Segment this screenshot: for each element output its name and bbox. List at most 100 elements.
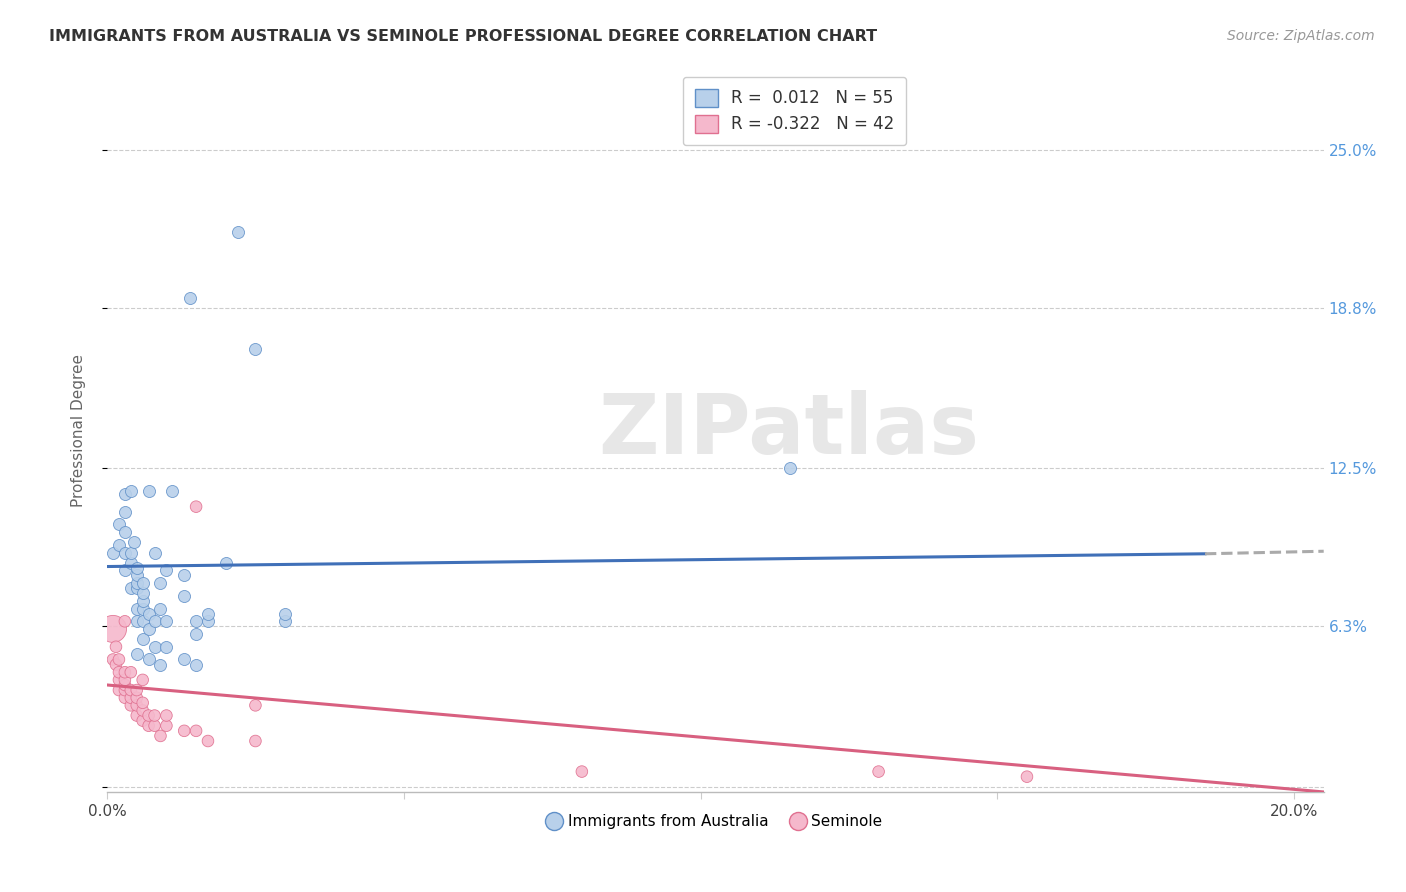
Point [125,561,148,575]
Point [125,581,148,595]
Point [274,615,297,629]
Point [101,622,124,636]
Point [125,683,148,698]
Point [184,657,207,672]
Point [779,461,801,475]
Point [173,723,195,738]
Point [131,615,153,629]
Point [143,640,166,654]
Point [184,723,207,738]
Point [125,576,148,591]
Point [108,665,131,680]
Point [120,665,142,680]
Point [571,764,593,779]
Point [120,683,142,698]
Text: Source: ZipAtlas.com: Source: ZipAtlas.com [1227,29,1375,43]
Point [131,576,153,591]
Point [138,607,160,621]
Point [155,719,177,733]
Point [173,568,195,582]
Point [155,615,177,629]
Point [173,652,195,666]
Point [120,556,142,570]
Point [131,601,153,615]
Point [120,484,142,499]
Point [155,640,177,654]
Point [197,734,219,748]
Point [143,615,166,629]
Point [114,673,136,687]
Point [114,690,136,705]
Text: ZIPatlas: ZIPatlas [598,390,979,471]
Point [108,673,131,687]
Point [120,581,142,595]
Point [143,545,166,559]
Point [138,652,160,666]
Point [114,615,136,629]
Point [149,576,172,591]
Point [125,601,148,615]
Point [114,525,136,540]
Point [114,487,136,501]
Point [114,505,136,519]
Point [173,589,195,603]
Point [184,500,207,514]
Point [143,719,166,733]
Point [101,545,124,559]
Point [245,342,267,356]
Point [215,556,238,570]
Point [131,714,153,728]
Point [138,484,160,499]
Point [179,291,201,305]
Point [131,632,153,647]
Point [131,673,153,687]
Point [138,708,160,723]
Point [245,734,267,748]
Point [162,484,184,499]
Point [184,615,207,629]
Point [120,698,142,713]
Point [131,696,153,710]
Point [149,729,172,743]
Point [114,563,136,577]
Point [125,690,148,705]
Point [114,665,136,680]
Point [131,594,153,608]
Point [245,698,267,713]
Point [114,545,136,559]
Point [184,627,207,641]
Point [149,601,172,615]
Point [104,657,127,672]
Point [108,517,131,532]
Point [104,640,127,654]
Point [1015,770,1038,784]
Point [155,563,177,577]
Legend: Immigrants from Australia, Seminole: Immigrants from Australia, Seminole [543,808,889,835]
Point [138,719,160,733]
Point [125,615,148,629]
Point [138,622,160,636]
Point [149,657,172,672]
Point [120,690,142,705]
Point [122,535,145,549]
Point [114,678,136,692]
Point [274,607,297,621]
Point [101,652,124,666]
Point [125,698,148,713]
Point [108,683,131,698]
Text: IMMIGRANTS FROM AUSTRALIA VS SEMINOLE PROFESSIONAL DEGREE CORRELATION CHART: IMMIGRANTS FROM AUSTRALIA VS SEMINOLE PR… [49,29,877,44]
Point [226,225,249,239]
Point [131,703,153,717]
Point [125,648,148,662]
Point [120,545,142,559]
Point [125,568,148,582]
Point [197,615,219,629]
Point [868,764,890,779]
Point [108,538,131,552]
Point [197,607,219,621]
Point [131,586,153,600]
Point [114,683,136,698]
Y-axis label: Professional Degree: Professional Degree [72,354,86,507]
Point [155,708,177,723]
Point [143,708,166,723]
